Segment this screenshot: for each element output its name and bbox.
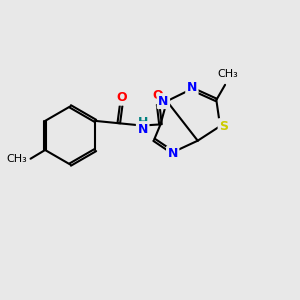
Text: CH₃: CH₃ [6,154,27,164]
Text: O: O [116,91,127,104]
Text: H: H [137,116,148,129]
Text: O: O [153,89,164,102]
Text: N: N [158,94,169,108]
Text: N: N [187,81,197,94]
Text: N: N [137,123,148,136]
Text: N: N [167,147,178,160]
Text: S: S [219,120,228,133]
Text: CH₃: CH₃ [217,69,238,79]
